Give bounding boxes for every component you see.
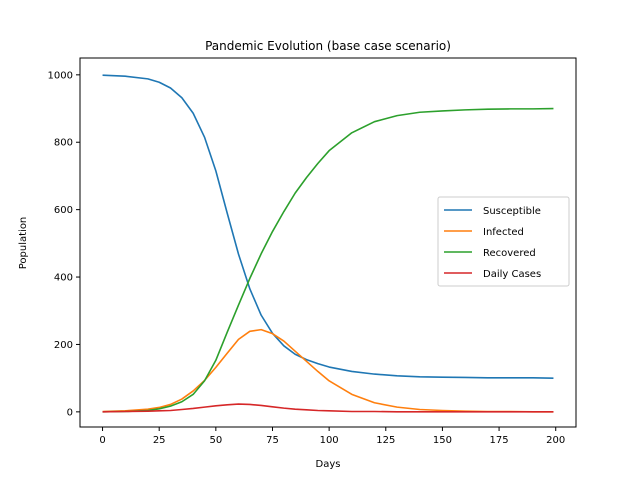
- x-tick-label: 75: [266, 435, 279, 446]
- x-tick-label: 200: [546, 435, 565, 446]
- y-tick-label: 400: [54, 273, 73, 284]
- x-tick-label: 175: [490, 435, 509, 446]
- axes-frame: [79, 57, 577, 428]
- y-tick-label: 0: [67, 407, 73, 418]
- series-lines: [102, 74, 554, 413]
- legend-label-daily-cases: Daily Cases: [483, 269, 541, 280]
- x-axis: 0 25 50 75 100 125 150 175 200: [99, 427, 565, 446]
- legend: Susceptible Infected Recovered Daily Cases: [437, 196, 570, 287]
- y-tick-label: 800: [54, 138, 73, 149]
- legend-label-susceptible: Susceptible: [483, 206, 541, 217]
- x-tick-label: 125: [376, 435, 395, 446]
- y-tick-label: 600: [54, 205, 73, 216]
- series-line-infected: [102, 328, 554, 413]
- y-axis-label: Population: [18, 217, 29, 270]
- legend-label-recovered: Recovered: [483, 248, 536, 259]
- x-tick-label: 0: [99, 435, 105, 446]
- legend-label-infected: Infected: [483, 227, 524, 238]
- x-tick-label: 25: [153, 435, 166, 446]
- y-tick-label: 200: [54, 340, 73, 351]
- x-axis-label: Days: [316, 459, 341, 470]
- x-tick-label: 50: [209, 435, 222, 446]
- series-line-daily-cases: [102, 403, 554, 413]
- chart-title: Pandemic Evolution (base case scenario): [205, 39, 451, 53]
- y-axis: 0 200 400 600 800 1000: [48, 70, 80, 418]
- legend-box: [437, 196, 570, 287]
- x-tick-label: 150: [433, 435, 452, 446]
- y-tick-label: 1000: [48, 70, 73, 81]
- series-line-susceptible: [102, 74, 554, 379]
- series-line-recovered: [102, 107, 554, 413]
- x-tick-label: 100: [320, 435, 339, 446]
